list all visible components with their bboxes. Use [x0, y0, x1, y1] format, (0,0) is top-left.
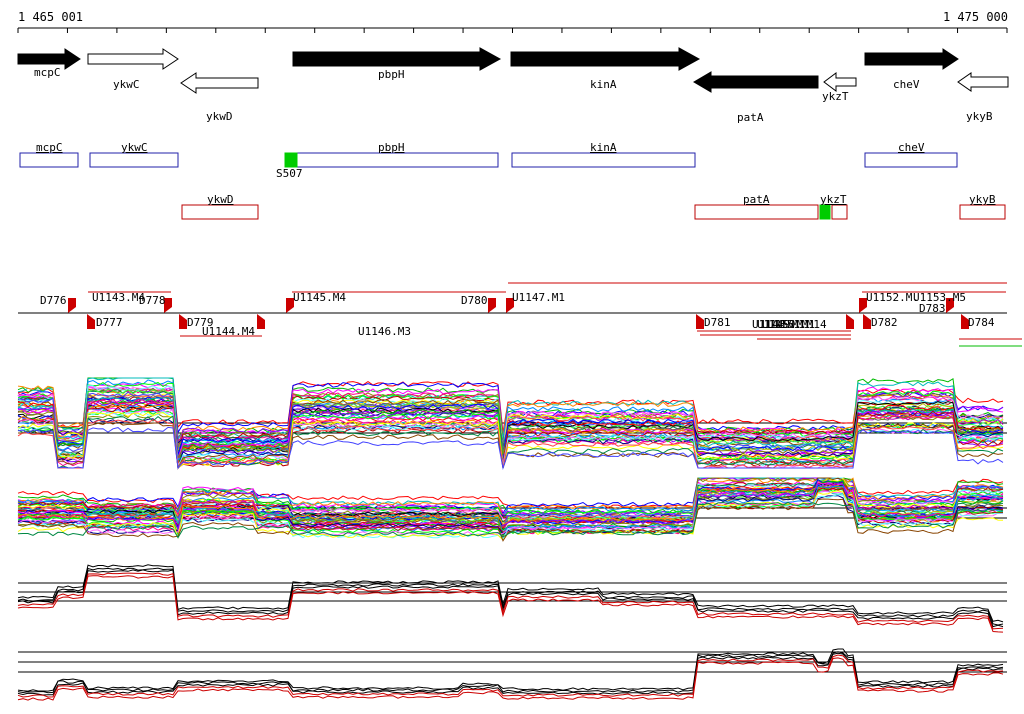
tu-flag-up[interactable] [946, 298, 954, 313]
gene-arrow-pbpH[interactable] [292, 47, 502, 71]
expression-line [17, 494, 1004, 540]
gene-arrow-cheV[interactable] [864, 48, 959, 70]
tu-flag-up[interactable] [164, 298, 172, 313]
expression-line [17, 652, 1004, 696]
gene-box-ykwC[interactable] [89, 152, 179, 168]
expression-line [17, 564, 1004, 623]
gene-box-ykyB[interactable] [959, 204, 1006, 220]
tu-flag-up[interactable] [286, 298, 294, 313]
gene-arrow-patA[interactable] [693, 71, 819, 93]
tu-flag-down[interactable] [179, 314, 187, 329]
expression-line [17, 567, 1004, 626]
expression-line [17, 426, 1004, 470]
gene-arrow-ykzT[interactable] [823, 72, 857, 92]
tu-flag-up[interactable] [68, 298, 76, 313]
expression-line [17, 572, 1004, 630]
gene-box-pbpH[interactable] [284, 152, 499, 168]
tu-flag-down[interactable] [961, 314, 969, 329]
expression-line [17, 569, 1004, 628]
expression-line [17, 651, 1004, 694]
site-marker-S507[interactable] [284, 152, 298, 168]
tu-flag-up[interactable] [506, 298, 514, 313]
gene-arrow-mcpC[interactable] [17, 48, 81, 70]
tu-flag-up[interactable] [488, 298, 496, 313]
expression-line [17, 419, 1004, 470]
expression-line [17, 498, 1004, 542]
gene-arrow-kinA[interactable] [510, 47, 701, 71]
expression-line [17, 401, 1004, 463]
tu-flag-down[interactable] [846, 314, 854, 329]
gene-box-kinA[interactable] [511, 152, 696, 168]
gene-box-mcpC[interactable] [19, 152, 79, 168]
gene-arrow-ykwD[interactable] [180, 72, 259, 94]
gene-arrow-ykwC[interactable] [87, 48, 179, 70]
ruler-start-coordinate: 1 465 001 [18, 10, 84, 24]
gene-box-cheV[interactable] [864, 152, 958, 168]
expression-line [17, 648, 1004, 692]
expression-line [17, 377, 1004, 433]
expression-line [17, 411, 1004, 469]
tu-flag-up[interactable] [859, 298, 867, 313]
tu-flag-down[interactable] [87, 314, 95, 329]
expression-line [17, 501, 1004, 539]
tu-flag-down[interactable] [863, 314, 871, 329]
gene-arrow-ykyB[interactable] [957, 72, 1009, 92]
tu-flag-down[interactable] [696, 314, 704, 329]
expression-line [17, 657, 1004, 701]
expression-line [17, 654, 1004, 698]
gene-box-ykwD[interactable] [181, 204, 259, 220]
site-marker-ykzT-site[interactable] [819, 204, 831, 220]
expression-line [17, 417, 1004, 469]
ruler-end-coordinate: 1 475 000 [942, 10, 1008, 24]
gene-box-patA[interactable] [694, 204, 819, 220]
tu-flag-down[interactable] [257, 314, 265, 329]
gene-box-ykzT[interactable] [831, 204, 848, 220]
expression-line [17, 575, 1004, 633]
